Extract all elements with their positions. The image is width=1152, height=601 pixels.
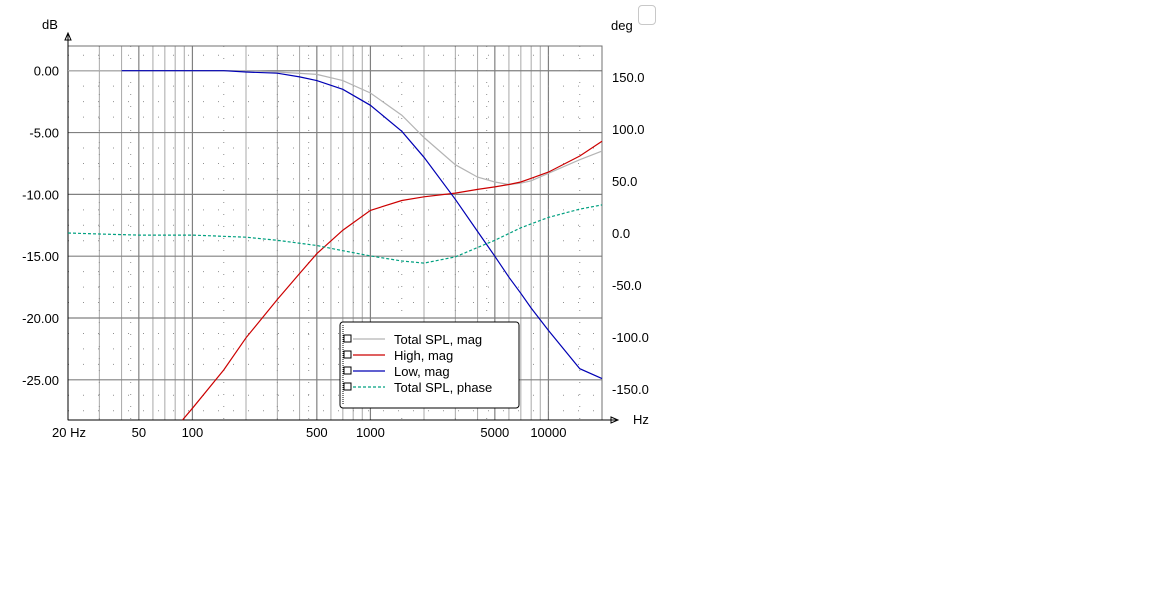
x-tick-label: 10000	[530, 425, 566, 440]
legend-label: Total SPL, mag	[394, 332, 482, 347]
x-tick-label: 500	[306, 425, 328, 440]
y-left-tick-label: -20.00	[22, 311, 59, 326]
y-right-tick-label: 50.0	[612, 174, 637, 189]
y-right-tick-label: 100.0	[612, 122, 645, 137]
x-tick-label: 100	[182, 425, 204, 440]
series-line	[182, 140, 603, 421]
series-line	[67, 204, 603, 264]
y-left-tick-label: 0.00	[34, 64, 59, 79]
legend-checkbox[interactable]	[343, 334, 352, 343]
plot-area	[68, 46, 602, 420]
y-right-tick-label: -100.0	[612, 330, 649, 345]
series-line	[121, 70, 603, 380]
x-tick-label: 1000	[356, 425, 385, 440]
legend-label: Total SPL, phase	[394, 380, 492, 395]
x-unit: Hz	[633, 412, 649, 427]
legend-checkbox[interactable]	[343, 382, 352, 391]
y-right-tick-label: -50.0	[612, 278, 642, 293]
series-line	[68, 70, 603, 186]
y-left-tick-label: -25.00	[22, 373, 59, 388]
y-right-tick-label: -150.0	[612, 382, 649, 397]
legend-checkbox[interactable]	[343, 366, 352, 375]
y-left-unit: dB	[42, 17, 58, 32]
tick-labels: dB deg Hz 0.00 -5.00 -10.00 -15.00 -20.00 -25.00…	[22, 17, 649, 440]
y-right-tick-label: 0.0	[612, 226, 630, 241]
axes	[64, 31, 620, 424]
series-lines	[67, 70, 603, 421]
legend-checkbox[interactable]	[343, 350, 352, 359]
y-left-tick-label: -5.00	[29, 126, 59, 141]
corner-checkbox[interactable]	[638, 5, 656, 25]
y-right-unit: deg	[611, 18, 633, 33]
x-tick-label: 20 Hz	[52, 425, 86, 440]
x-axis-arrow	[610, 416, 620, 424]
y-left-tick-label: -10.00	[22, 187, 59, 202]
y-left-tick-label: -15.00	[22, 249, 59, 264]
x-tick-label: 5000	[480, 425, 509, 440]
y-right-tick-label: 150.0	[612, 70, 645, 85]
x-tick-label: 50	[132, 425, 146, 440]
legend-label: High, mag	[394, 348, 453, 363]
y-axis-arrow	[64, 31, 72, 41]
legend-label: Low, mag	[394, 364, 450, 379]
